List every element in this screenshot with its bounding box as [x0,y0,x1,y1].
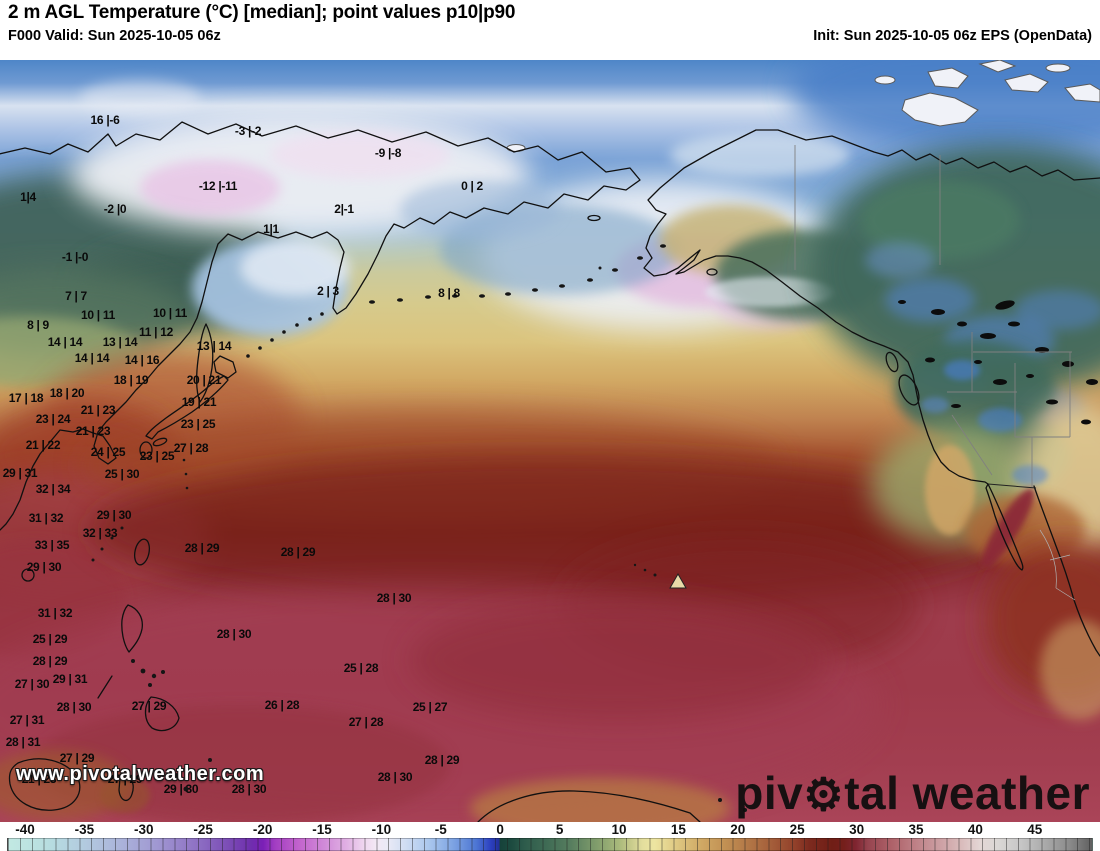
point-value-label: 21 | 22 [25,438,61,452]
point-value-label: 27 | 29 [131,699,167,713]
point-value-label: 10 | 11 [81,308,115,322]
point-value-label: 28 | 30 [376,591,412,605]
colorbar-tick-label: -40 [15,822,35,837]
colorbar-tick-label: -25 [193,822,213,837]
valid-time-label: F000 Valid: Sun 2025-10-05 06z [8,28,221,44]
point-value-label: 20 | 21 [186,373,222,387]
colorbar-tick-label: -15 [312,822,332,837]
point-value-label: -9 |-8 [374,146,402,160]
point-value-label: 13 | 14 [102,335,138,349]
point-value-label: 32 | 33 [82,526,118,540]
point-value-label: 2 | 3 [317,284,339,298]
colorbar-tick-label: 20 [730,822,746,837]
point-value-label: 25 | 30 [104,467,140,481]
point-value-label: 27 | 28 [173,441,209,455]
point-value-label: 21 | 23 [75,424,111,438]
point-value-label: 13 | 14 [196,339,232,353]
point-value-label: 29 | 31 [2,466,38,480]
point-value-label: 1|1 [263,222,279,236]
point-value-label: 31 | 32 [28,511,64,525]
point-value-label: 8 | 8 [438,286,460,300]
point-value-label: 19 | 21 [181,395,217,409]
map-canvas [0,60,1100,822]
point-value-label: 10 | 11 [153,306,187,320]
init-time-label: Init: Sun 2025-10-05 06z EPS (OpenData) [813,28,1092,44]
point-value-label: 0 | 2 [461,179,483,193]
header: 2 m AGL Temperature (°C) [median]; point… [0,0,1100,60]
brand-text-post: tal weather [844,766,1090,819]
gear-icon [803,770,844,816]
point-value-label: -12 |-11 [198,179,238,193]
point-value-label: 27 | 28 [348,715,384,729]
point-value-label: -3 |-2 [234,124,262,138]
point-value-label: 7 | 7 [65,289,87,303]
point-value-label: 31 | 32 [37,606,73,620]
point-value-label: -1 |-0 [61,250,89,264]
colorbar-tick-label: -20 [252,822,273,837]
point-value-label: 14 | 14 [47,335,83,349]
point-value-label: 16 |-6 [90,113,120,127]
colorbar-tick-label: -10 [371,822,392,837]
point-value-label: 28 | 30 [56,700,92,714]
point-value-label: 26 | 28 [264,698,300,712]
point-value-label: 1|4 [20,190,36,204]
point-value-label: 28 | 30 [216,627,252,641]
colorbar-tick-label: 30 [849,822,865,837]
colorbar: -40 -35 -30 -25 -20 -15 -10 -5 0 5 10 15 20 25 30 35 40 4… [0,822,1100,851]
point-value-label: 28 | 29 [280,545,316,559]
colorbar-tick-label: 35 [908,822,924,837]
weather-map: 16 |-6 -3 |-2 -9 |-8 -12 |-11 0 | 2 1|4 -2 |0 2… [0,60,1100,822]
watermark-url: www.pivotalweather.com [16,763,265,785]
point-value-label: 23 | 25 [180,417,216,431]
point-value-label: 2|-1 [334,202,354,216]
point-value-label: 33 | 35 [34,538,70,552]
page-title: 2 m AGL Temperature (°C) [median]; point… [8,2,516,23]
colorbar-tick-label: -35 [74,822,95,837]
colorbar-strip [7,838,1093,851]
point-value-label: 28 | 29 [32,654,68,668]
point-value-label: 28 | 29 [424,753,460,767]
colorbar-tick-label: -30 [134,822,154,837]
colorbar-tick-label: 40 [967,822,983,837]
point-value-label: 14 | 14 [74,351,110,365]
colorbar-tick-label: -5 [434,822,447,837]
point-value-label: 24 | 25 [90,445,126,459]
point-value-label: 17 | 18 [8,391,44,405]
colorbar-tick-label: 15 [670,822,686,837]
point-value-label: 25 | 28 [343,661,379,675]
point-value-label: 23 | 24 [35,412,71,426]
point-value-label: 8 | 9 [27,318,49,332]
colorbar-tick-label: 0 [496,822,504,837]
point-value-label: 14 | 16 [124,353,160,367]
point-value-label: 18 | 20 [49,386,85,400]
point-value-label: 25 | 27 [412,700,448,714]
brand-text-pre: piv [735,766,804,819]
point-value-label: -2 |0 [103,202,127,216]
point-value-label: 29 | 30 [26,560,62,574]
point-value-label: 21 | 23 [80,403,116,417]
colorbar-tick-label: 5 [555,822,564,837]
point-value-label: 27 | 31 [9,713,45,727]
point-value-label: 32 | 34 [35,482,71,496]
point-value-label: 28 | 29 [184,541,220,555]
point-value-label: 11 | 12 [139,325,173,339]
point-value-label: 29 | 30 [96,508,132,522]
point-value-label: 29 | 31 [52,672,88,686]
colorbar-tick-label: 10 [611,822,627,837]
point-value-label: 18 | 19 [113,373,149,387]
point-value-label: 25 | 29 [32,632,68,646]
colorbar-tick-label: 45 [1027,822,1043,837]
watermark-brand: pivtal weather [735,770,1090,816]
point-value-label: 28 | 31 [5,735,41,749]
point-value-label: 28 | 30 [377,770,413,784]
point-values-layer: 16 |-6 -3 |-2 -9 |-8 -12 |-11 0 | 2 1|4 -2 |0 2… [0,60,1100,822]
colorbar-tick-label: 25 [789,822,805,837]
point-value-label: 23 | 25 [139,449,175,463]
point-value-label: 27 | 30 [14,677,50,691]
